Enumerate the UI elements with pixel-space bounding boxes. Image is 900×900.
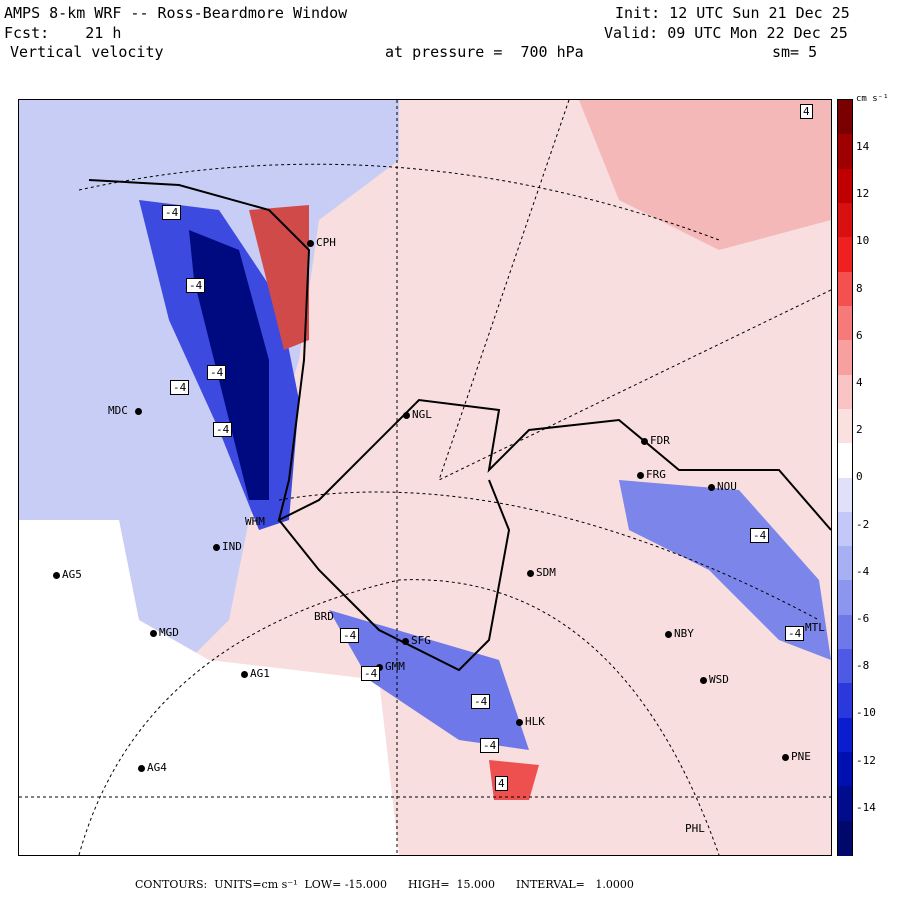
minimum-label: -4 (785, 626, 805, 641)
colorbar-tick: -10 (856, 706, 876, 720)
colorbar-segment (838, 786, 852, 822)
minimum-label: -4 (361, 666, 381, 681)
colorbar-tick: -8 (856, 659, 870, 673)
colorbar-tick: 12 (856, 187, 870, 201)
colorbar-segment (838, 752, 852, 788)
station-phl: PHL (685, 822, 705, 835)
station-cph: CPH (307, 236, 336, 249)
latitude-line-3 (78, 579, 720, 855)
colorbar-tick: -14 (856, 800, 876, 814)
maximum-label: 4 (495, 776, 508, 791)
colorbar-segment (838, 820, 852, 856)
colorbar-segment (838, 168, 852, 204)
blue-region-south (329, 610, 529, 750)
colorbar-segment (838, 580, 852, 616)
station-whm: WHM (245, 515, 265, 528)
minimum-label: -4 (170, 380, 190, 395)
colorbar-tick: -12 (856, 753, 876, 767)
station-frg: FRG (637, 468, 666, 481)
colorbar-segment (838, 511, 852, 548)
station-fdr: FDR (641, 434, 670, 447)
colorbar-tick: 14 (856, 140, 870, 153)
colorbar-tick: 0 (856, 470, 863, 484)
station-ag1: AG1 (241, 667, 270, 680)
colorbar-segment (838, 717, 852, 754)
colorbar-segment (838, 614, 852, 651)
latitude-line-1 (78, 163, 720, 241)
blue-region-east (619, 480, 831, 660)
latitude-line-2 (278, 491, 820, 621)
minimum-label: -4 (207, 365, 227, 380)
colorbar-segment (838, 271, 852, 307)
forecast-hour: Fcst: 21 h (4, 24, 122, 42)
map-field (19, 100, 831, 855)
longitude-line-4 (438, 289, 831, 481)
core-ascent-ridge (189, 230, 269, 500)
colorbar-tick: 6 (856, 328, 863, 342)
colorbar-segment (838, 340, 852, 376)
station-pne: PNE (782, 750, 811, 763)
colorbar-tick: 10 (856, 234, 870, 248)
descent-region-northeast (579, 100, 831, 250)
colorbar-units: cm s⁻¹ (856, 94, 889, 104)
station-mdc: MDC (108, 404, 144, 417)
colorbar-tick: 8 (856, 281, 863, 295)
pressure-level: at pressure = 700 hPa (385, 43, 584, 61)
station-ag5: AG5 (53, 568, 82, 581)
minimum-label: -4 (162, 205, 182, 220)
valid-time: Valid: 09 UTC Mon 22 Dec 25 (604, 24, 848, 42)
colorbar-segment (838, 408, 852, 445)
map-panel (18, 99, 832, 856)
colorbar-segment (838, 237, 852, 273)
station-nou: NOU (708, 480, 737, 493)
station-ind: IND (213, 540, 242, 553)
smoothing-label: sm= 5 (772, 43, 818, 61)
station-ag4: AG4 (138, 761, 167, 774)
contour-info: CONTOURS: UNITS=cm s⁻¹ LOW= -15.000 HIGH… (135, 878, 634, 891)
colorbar-segment (838, 100, 852, 136)
station-wsd: WSD (700, 673, 729, 686)
station-brd: BRD (314, 610, 334, 623)
station-sfg: SFG (402, 634, 431, 647)
station-nby: NBY (665, 627, 694, 640)
station-ngl: NGL (403, 408, 432, 421)
minimum-label: -4 (750, 528, 770, 543)
title-line-1: AMPS 8-km WRF -- Ross-Beardmore Window (4, 4, 348, 22)
colorbar-segment (838, 477, 852, 513)
colorbar-tick: 4 (856, 376, 863, 389)
station-mgd: MGD (150, 626, 179, 639)
colorbar-segment (838, 546, 852, 582)
colorbar (837, 99, 853, 856)
station-mtl: MTL (805, 621, 825, 634)
colorbar-segment (838, 374, 852, 410)
colorbar-tick: 2 (856, 423, 863, 437)
minimum-label: -4 (480, 738, 500, 753)
colorbar-segment (838, 134, 852, 170)
colorbar-segment (838, 202, 852, 239)
maximum-label: 4 (800, 104, 813, 119)
station-hlk: HLK (516, 715, 545, 728)
minimum-label: -4 (471, 694, 491, 709)
colorbar-tick: -6 (856, 612, 870, 625)
descent-patch-north (249, 205, 309, 350)
colorbar-segment (838, 305, 852, 342)
init-time: Init: 12 UTC Sun 21 Dec 25 (615, 4, 850, 22)
longitude-line-3 (438, 100, 570, 481)
colorbar-segment (838, 649, 852, 685)
station-sdm: SDM (527, 566, 556, 579)
minimum-label: -4 (213, 422, 233, 437)
colorbar-segment (838, 443, 852, 479)
colorbar-tick: -2 (856, 517, 870, 531)
field-name: Vertical velocity (10, 43, 164, 61)
minimum-label: -4 (186, 278, 206, 293)
colorbar-segment (838, 683, 852, 719)
white-region-southwest (19, 520, 399, 855)
station-gmm: GMM (376, 660, 405, 673)
minimum-label: -4 (340, 628, 360, 643)
coastline (88, 179, 831, 672)
colorbar-tick: -4 (856, 564, 870, 578)
